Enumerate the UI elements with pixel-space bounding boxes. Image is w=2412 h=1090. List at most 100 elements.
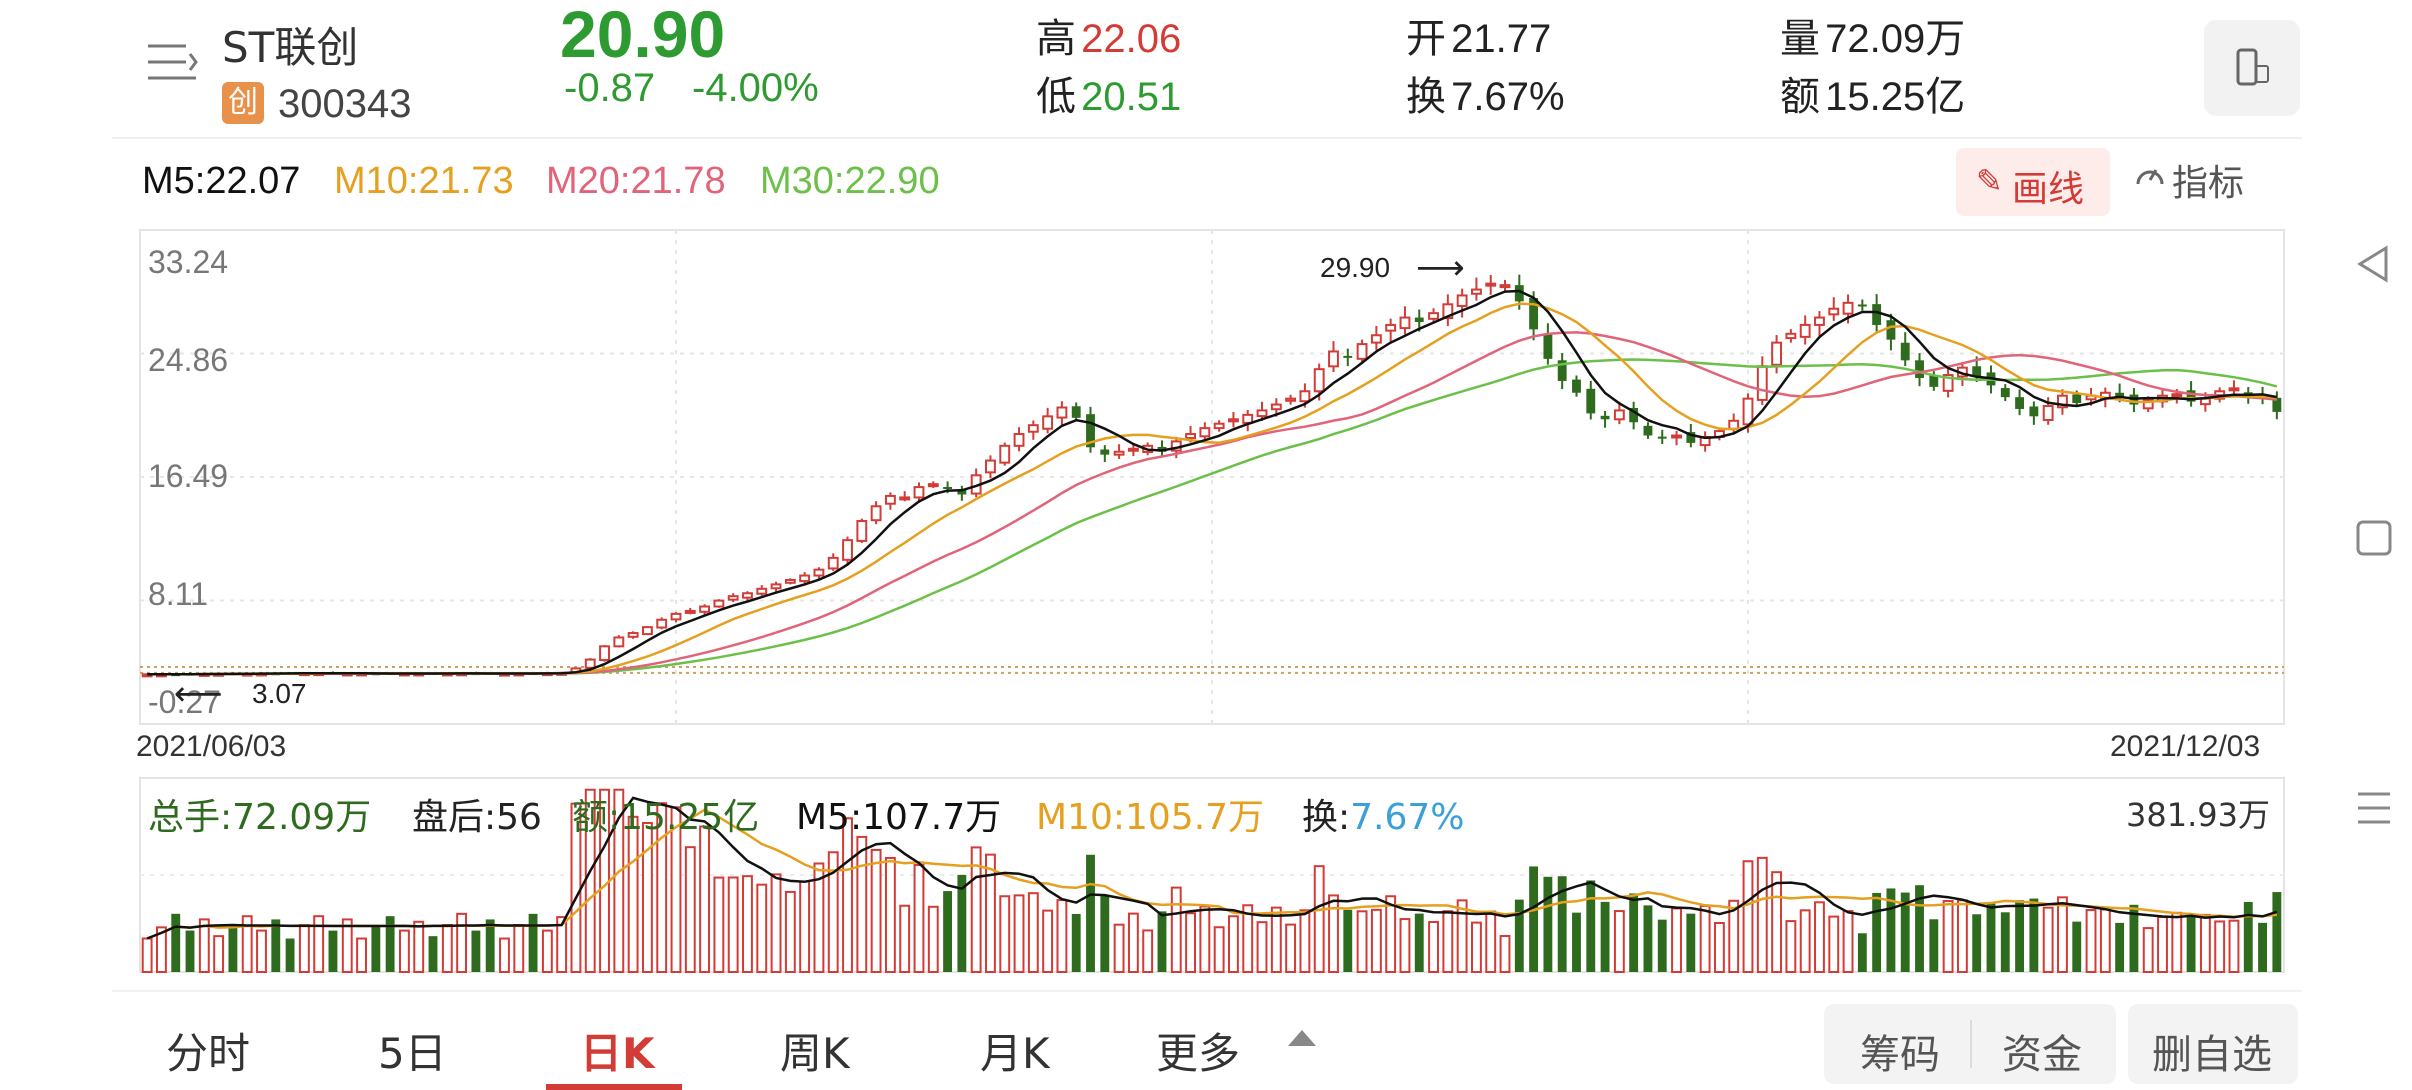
volume-bar	[1086, 854, 1095, 972]
volume-bar	[1299, 909, 1311, 973]
volume-bar	[641, 821, 653, 973]
rotate-screen-button[interactable]	[2204, 20, 2300, 116]
candle-body	[1256, 409, 1268, 418]
volume-bar	[1828, 915, 1840, 974]
volume-bar	[756, 883, 768, 973]
tab-intraday[interactable]: 分时	[166, 1029, 251, 1078]
candle-body	[742, 592, 753, 599]
button-divider	[1970, 1020, 1972, 1068]
candle-body	[1299, 390, 1311, 403]
indicator-button[interactable]: 指标	[2132, 150, 2272, 210]
candle-body	[1042, 415, 1054, 430]
max-arrow-icon: ⟶	[1416, 248, 1465, 288]
candle-body	[1213, 422, 1225, 430]
candle-body	[2115, 392, 2125, 398]
volume-bar	[2157, 916, 2168, 973]
tab-active-indicator	[546, 1084, 682, 1090]
volume-bar	[1485, 910, 1497, 973]
volume-bar	[1185, 912, 1196, 973]
draw-line-label: 画线	[2012, 169, 2085, 210]
volume-bar	[1671, 907, 1682, 973]
volume-bar	[328, 930, 338, 972]
candle-body	[1485, 282, 1497, 287]
volume-bar	[842, 817, 853, 974]
volume-bar	[228, 924, 238, 972]
candle-body	[727, 595, 739, 601]
candle-body	[1414, 317, 1424, 322]
candle-body	[684, 609, 696, 614]
volume-bar	[1428, 920, 1439, 974]
candle-body	[999, 444, 1011, 464]
draw-line-button[interactable]: ✎ 画线	[1956, 148, 2110, 216]
volume-bar	[398, 929, 410, 974]
volume-bar	[213, 935, 225, 974]
candle-body	[1572, 379, 1581, 393]
chips-funds-group: 筹码 资金	[1824, 1004, 2116, 1084]
volume-bar	[2228, 919, 2240, 974]
volume-bar	[1728, 899, 1740, 973]
chips-button[interactable]: 筹码	[1860, 1032, 1940, 1078]
volume-bar	[827, 851, 839, 973]
candle-body	[670, 612, 682, 621]
candle-body	[756, 587, 768, 595]
volume-bar	[627, 815, 639, 974]
funds-button[interactable]: 资金	[2002, 1032, 2082, 1078]
low-stat: 低 20.51	[1036, 64, 1181, 122]
tab-weekly-k[interactable]: 周K	[780, 1029, 850, 1078]
volume-bar	[2171, 911, 2183, 973]
volume-bar	[341, 918, 353, 973]
candle-body	[827, 556, 839, 570]
candle-body	[1643, 425, 1653, 436]
volume-bar	[684, 846, 696, 974]
volume-bar	[1657, 919, 1667, 972]
volume-bar	[1013, 894, 1025, 973]
volume-bar	[2072, 921, 2082, 972]
amount-value: 15.25亿	[1825, 75, 1966, 119]
candle-body	[1356, 343, 1368, 360]
volume-bar	[856, 835, 868, 974]
candle-body	[1100, 449, 1110, 455]
high-label: 高	[1036, 16, 1076, 62]
volume-bar	[241, 915, 253, 974]
menu-lines-icon[interactable]	[2354, 788, 2394, 828]
ma20-legend: M20:21.78	[546, 160, 726, 202]
volume-bar	[1285, 923, 1297, 974]
volume-bar	[742, 875, 753, 973]
y-tick-2: 24.86	[148, 342, 229, 378]
candle-body	[1385, 323, 1397, 332]
candle-body	[1442, 303, 1454, 320]
volume-bar	[1799, 909, 1811, 974]
home-square-icon[interactable]	[2354, 518, 2394, 558]
vol-ma10: M10:105.7万	[1036, 797, 1265, 838]
candle-body	[1842, 301, 1854, 315]
candle-body	[770, 583, 782, 590]
volume-bar	[1127, 912, 1139, 974]
volume-bar	[656, 802, 668, 974]
volume-bar	[2272, 892, 2282, 972]
remove-watch-button[interactable]: 删自选	[2128, 1004, 2298, 1084]
volume-bar	[2186, 916, 2196, 972]
volume-bar	[171, 913, 181, 972]
volume-bar	[1942, 900, 1954, 974]
vol-ma5: M5:107.7万	[796, 797, 1002, 838]
menu-icon[interactable]	[146, 40, 198, 86]
tab-more[interactable]: 更多	[1156, 1029, 1241, 1078]
volume-bar	[1056, 899, 1068, 974]
volume-bar	[1613, 910, 1625, 973]
back-triangle-icon[interactable]	[2354, 244, 2394, 284]
candle-body	[1343, 355, 1353, 358]
tab-daily-k[interactable]: 日K	[580, 1029, 655, 1078]
candle-body	[1872, 304, 1882, 325]
tab-monthly-k[interactable]: 月K	[980, 1029, 1050, 1078]
ma5-line	[147, 289, 2278, 676]
volume-bar	[957, 874, 967, 972]
tab-5day[interactable]: 5日	[378, 1029, 447, 1078]
volume-bar	[1042, 909, 1054, 973]
candle-body	[699, 605, 711, 613]
candle-body	[1113, 450, 1125, 456]
more-caret-icon[interactable]	[1288, 1030, 1316, 1046]
candle-body	[884, 494, 896, 505]
volume-bar	[1557, 876, 1567, 972]
volume-bar	[1900, 892, 1910, 972]
